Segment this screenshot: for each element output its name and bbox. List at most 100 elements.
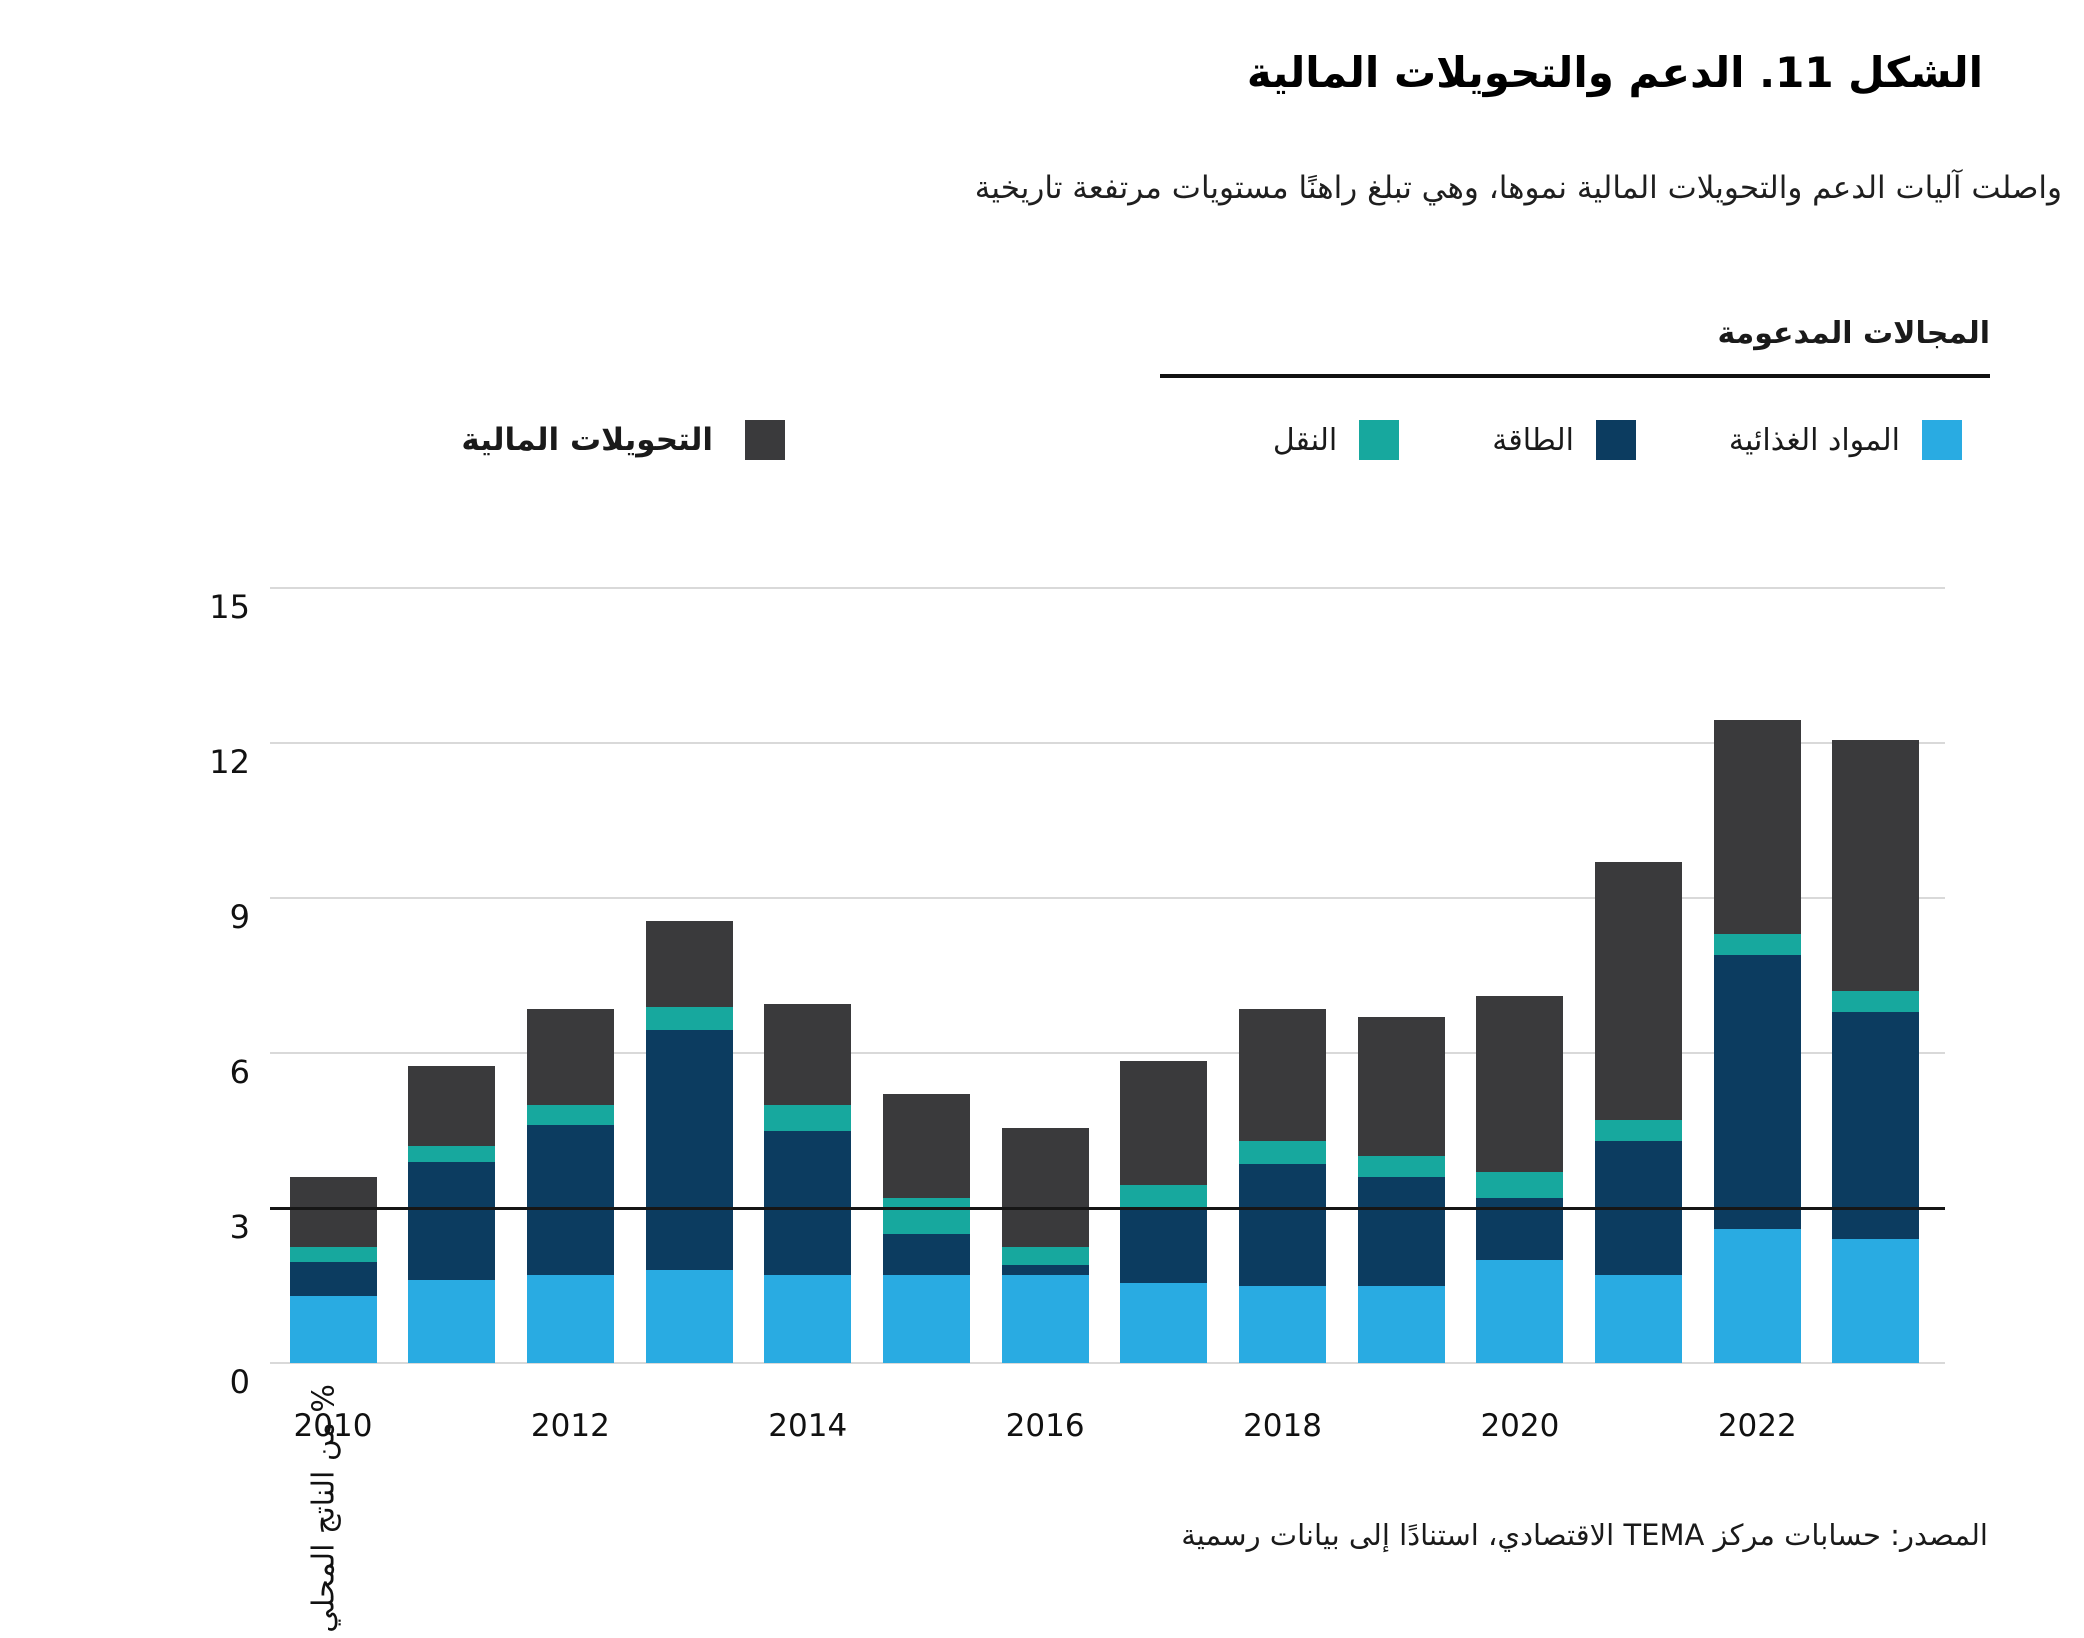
x-tick-label-2018: 2018 <box>1243 1408 1322 1444</box>
x-tick-label-2012: 2012 <box>530 1408 610 1444</box>
y-tick-label: 3 <box>229 1208 250 1246</box>
bar-segment <box>1713 934 1801 955</box>
x-tick-label-2014: 2014 <box>768 1408 848 1444</box>
bar-segment <box>526 1104 614 1126</box>
page-subtitle: واصلت آليات الدعم والتحويلات المالية نمو… <box>974 170 2062 206</box>
bar-segment <box>1832 991 1920 1012</box>
bar-segment <box>1357 1016 1445 1157</box>
bar-segment <box>1001 1127 1089 1247</box>
bar-segment <box>408 1161 496 1281</box>
bar-segment <box>1239 1285 1327 1363</box>
y-tick-label: 12 <box>209 743 250 781</box>
bar-group-2018 <box>1239 1009 1327 1363</box>
bar-segment <box>645 1006 733 1030</box>
bar-segment <box>1713 719 1801 935</box>
bar-segment <box>1239 1009 1327 1141</box>
y-tick-label: 6 <box>229 1053 250 1091</box>
bar-segment <box>764 1130 852 1276</box>
bar-group-2023 <box>1832 740 1920 1363</box>
bar-segment <box>1832 740 1920 992</box>
bar-group-2013 <box>645 921 733 1363</box>
legend-group-header: المجالات المدعومة <box>1717 316 1990 351</box>
bar-segment <box>1357 1177 1445 1286</box>
bar-segment <box>408 1280 496 1363</box>
bar-group-2012 <box>526 1009 614 1363</box>
legend-item-transport: النقل <box>1272 420 1400 460</box>
legend-item-transfers: التحويلات المالية <box>461 420 785 460</box>
bar-segment <box>1713 954 1801 1229</box>
bar-segment <box>526 1009 614 1105</box>
bar-segment <box>1001 1275 1089 1363</box>
bar-segment <box>1476 1171 1564 1198</box>
gridline-y6 <box>270 1052 1945 1054</box>
bar-segment <box>526 1125 614 1276</box>
bar-group-2014 <box>764 1003 852 1363</box>
bar-segment <box>882 1275 970 1363</box>
x-tick-label-2022: 2022 <box>1717 1408 1797 1444</box>
bar-segment <box>645 1029 733 1270</box>
y-tick-label: 0 <box>229 1363 250 1401</box>
bar-segment <box>526 1275 614 1363</box>
bar-segment <box>645 921 733 1007</box>
gridline-y0 <box>270 1362 1945 1364</box>
bar-segment <box>1713 1228 1801 1363</box>
legend-item-label: النقل <box>1272 422 1338 458</box>
bar-segment <box>1120 1208 1208 1283</box>
reference-line-3pct <box>270 1207 1945 1210</box>
legend-item-food: المواد الغذائية <box>1729 420 1962 460</box>
bar-segment <box>1001 1264 1089 1276</box>
bar-segment <box>289 1295 377 1363</box>
bar-segment <box>882 1197 970 1234</box>
legend-supported-areas: المواد الغذائية الطاقة النقل <box>1273 420 1962 460</box>
bar-segment <box>1595 861 1683 1121</box>
bar-segment <box>1001 1246 1089 1265</box>
bar-segment <box>1239 1164 1327 1286</box>
y-tick-label: 9 <box>229 898 250 936</box>
page-title: الشكل 11. الدعم والتحويلات المالية <box>1246 48 1983 97</box>
x-tick-label-2016: 2016 <box>1005 1408 1085 1444</box>
bar-segment <box>289 1262 377 1296</box>
gridline-y12 <box>270 742 1945 744</box>
legend-divider <box>1160 374 1990 378</box>
bar-segment <box>1357 1156 1445 1177</box>
energy-color-swatch <box>1595 420 1636 460</box>
bar-segment <box>764 1275 852 1363</box>
legend-item-label: التحويلات المالية <box>461 422 713 458</box>
bar-segment <box>764 1003 852 1105</box>
bar-segment <box>1120 1282 1208 1363</box>
transport-color-swatch <box>1359 420 1400 460</box>
legend-item-label: المواد الغذائية <box>1728 422 1900 458</box>
legend-item-energy: الطاقة <box>1492 420 1636 460</box>
bar-segment <box>764 1104 852 1131</box>
bar-segment <box>1239 1140 1327 1165</box>
bar-segment <box>882 1233 970 1276</box>
bar-segment <box>645 1270 733 1363</box>
gridline-y9 <box>270 897 1945 899</box>
bar-segment <box>289 1177 377 1247</box>
bar-group-2010 <box>289 1177 377 1363</box>
chart-plot-area: % من الناتج المحلي الإجمالي 0 3 6 9 12 15 <box>209 587 1945 1638</box>
legend-item-label: الطاقة <box>1492 422 1574 458</box>
bar-segment <box>1476 1259 1564 1363</box>
bar-group-2020 <box>1476 996 1564 1363</box>
transfers-color-swatch <box>745 420 785 460</box>
bar-group-2015 <box>882 1094 970 1363</box>
bar-segment <box>408 1146 496 1162</box>
bar-segment <box>1120 1060 1208 1185</box>
bar-segment <box>1832 1239 1920 1363</box>
bar-segment <box>1595 1275 1683 1363</box>
bar-group-2022 <box>1713 719 1801 1363</box>
bar-group-2011 <box>408 1065 496 1363</box>
bar-group-2017 <box>1120 1060 1208 1363</box>
bar-segment <box>408 1065 496 1147</box>
y-tick-label: 15 <box>209 588 250 626</box>
bar-group-2019 <box>1357 1016 1445 1363</box>
x-tick-label-2020: 2020 <box>1480 1408 1560 1444</box>
bar-segment <box>1832 1011 1920 1239</box>
gridline-y15 <box>270 587 1945 589</box>
bar-segment <box>1476 996 1564 1172</box>
bar-segment <box>1595 1120 1683 1141</box>
source-note: المصدر: حسابات مركز TEMA الاقتصادي، استن… <box>1181 1518 1988 1552</box>
bar-segment <box>289 1246 377 1263</box>
